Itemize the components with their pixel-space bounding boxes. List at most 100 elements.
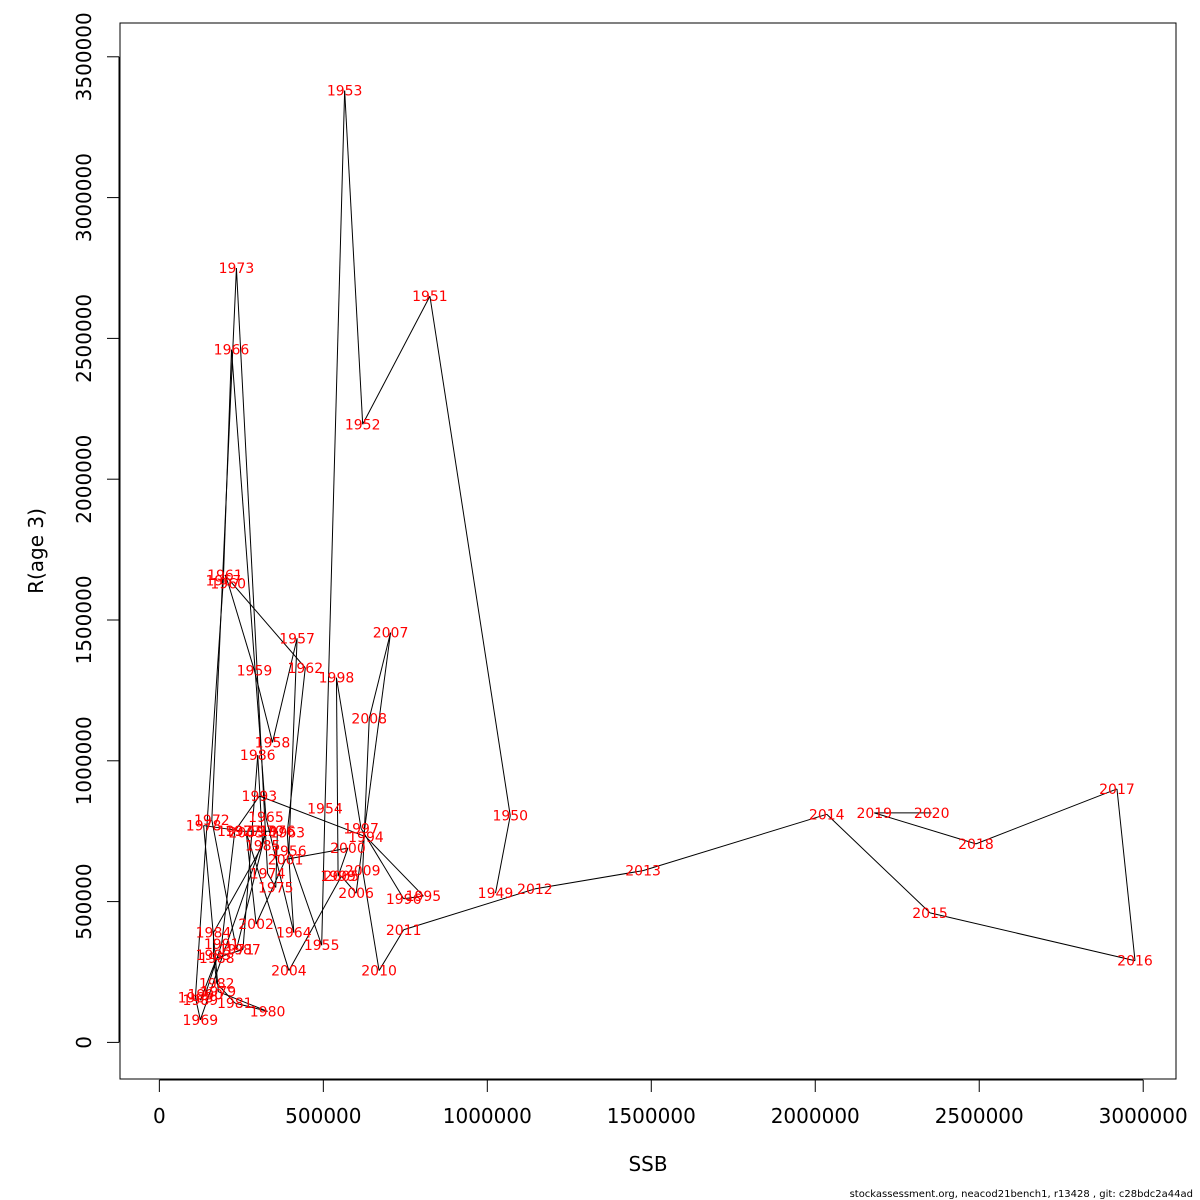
- year-label: 1992: [217, 824, 253, 840]
- series-segment: [194, 580, 224, 998]
- year-label: 2004: [271, 964, 307, 980]
- year-label: 1980: [250, 1004, 286, 1020]
- plot-frame: [119, 22, 1177, 1080]
- x-tick-label: 0: [153, 1104, 166, 1128]
- year-label: 2002: [238, 917, 274, 933]
- series-segment: [224, 574, 229, 584]
- series-segment: [642, 813, 827, 872]
- x-tick-label: 3000000: [1099, 1104, 1188, 1128]
- series-segment: [534, 870, 644, 890]
- series-segment: [253, 670, 273, 743]
- series-segment: [321, 808, 326, 946]
- year-label: 1988: [199, 951, 235, 967]
- year-label: 1976: [260, 824, 296, 840]
- year-label: 1987: [225, 942, 261, 958]
- year-label: 1974: [250, 866, 286, 882]
- series-segment: [267, 873, 277, 888]
- series-segment: [216, 948, 244, 959]
- year-label: 1978: [186, 819, 222, 835]
- year-label: 1965: [248, 810, 284, 826]
- x-axis: 0 500000 1000000 1500000 2000000 2500000 30000…: [153, 1079, 1188, 1128]
- year-label: 1984: [196, 926, 232, 942]
- y-tick-label: 1000000: [72, 716, 96, 805]
- series-segment: [975, 788, 1118, 845]
- series-segment: [288, 850, 323, 946]
- year-label: 2018: [958, 837, 994, 853]
- year-label: 1985: [245, 838, 281, 854]
- x-tick-label: 500000: [285, 1104, 361, 1128]
- series-segment: [335, 677, 362, 829]
- year-label: 1975: [258, 881, 294, 897]
- series-segment: [224, 574, 306, 669]
- series-segment: [199, 994, 206, 1001]
- year-label: 1972: [194, 813, 230, 829]
- series-segment: [211, 819, 237, 950]
- series-segment: [360, 828, 405, 900]
- y-tick-label: 0: [72, 1036, 96, 1049]
- year-label: 1981: [217, 996, 253, 1012]
- year-label: 1962: [287, 661, 323, 677]
- series-segment: [242, 755, 259, 950]
- series-segment: [344, 90, 364, 425]
- point-labels: 1949 1950 1951 1952 1953 1954 1955 1956 1957 1958…: [178, 84, 1153, 1029]
- year-label: 1949: [478, 886, 514, 902]
- year-label: 2006: [338, 886, 374, 902]
- year-label: 2001: [268, 852, 304, 868]
- year-label: 1993: [242, 789, 278, 805]
- series-segment: [212, 955, 218, 984]
- year-label: 1971: [219, 942, 255, 958]
- series-segment: [362, 295, 431, 425]
- series-segment: [403, 888, 536, 931]
- year-label: 2005: [324, 869, 360, 885]
- year-label: 1955: [304, 938, 340, 954]
- series-segment: [218, 991, 268, 1012]
- series-line: [194, 90, 1136, 1021]
- year-label: 1964: [276, 926, 312, 942]
- x-tick-label: 1500000: [607, 1104, 696, 1128]
- series-segment: [355, 632, 392, 894]
- year-label: 1957: [279, 631, 315, 647]
- series-segment: [403, 895, 424, 900]
- y-axis: 0 500000 1000000 1500000 2000000 2500000 30000…: [72, 12, 120, 1049]
- series-segment: [194, 997, 201, 1020]
- y-tick-label: 3500000: [72, 12, 96, 101]
- series-segment: [365, 836, 424, 897]
- year-label: 1958: [255, 735, 291, 751]
- year-label: 1954: [307, 802, 343, 818]
- year-label: 1968: [178, 990, 214, 1006]
- series-segment: [340, 875, 357, 894]
- year-label: 1997: [343, 821, 379, 837]
- year-label: 1991: [204, 937, 240, 953]
- series-segment: [199, 957, 218, 1001]
- series-segment: [257, 755, 264, 846]
- series-segment: [275, 831, 278, 888]
- y-tick-label: 3000000: [72, 153, 96, 242]
- series-segment: [235, 267, 269, 874]
- series-segment: [378, 929, 405, 971]
- year-label: 1982: [199, 976, 235, 992]
- year-label: 1973: [219, 261, 255, 277]
- series-segment: [874, 812, 977, 845]
- series-segment: [324, 90, 346, 809]
- series-segment: [211, 267, 237, 820]
- series-segment: [245, 832, 290, 971]
- year-label: 2012: [517, 882, 553, 898]
- year-label: 1986: [240, 748, 276, 764]
- y-tick-label: 1500000: [72, 575, 96, 664]
- year-label: 2013: [625, 864, 661, 880]
- year-label: 2009: [345, 864, 381, 880]
- y-axis-title: R(age 3): [24, 508, 48, 594]
- footer-credit: stockassessment.org, neacod21bench1, r13…: [850, 1189, 1193, 1200]
- series-segment: [285, 847, 349, 860]
- x-axis-title: SSB: [628, 1152, 667, 1176]
- series-segment: [203, 825, 219, 992]
- year-label: 2007: [373, 626, 409, 642]
- year-label: 1969: [183, 1013, 219, 1029]
- year-label: 1979: [201, 985, 237, 1001]
- year-label: 1970: [248, 824, 284, 840]
- series-segment: [221, 831, 236, 944]
- series-segment: [204, 943, 223, 995]
- year-label: 1990: [187, 988, 223, 1004]
- series-segment: [288, 876, 342, 971]
